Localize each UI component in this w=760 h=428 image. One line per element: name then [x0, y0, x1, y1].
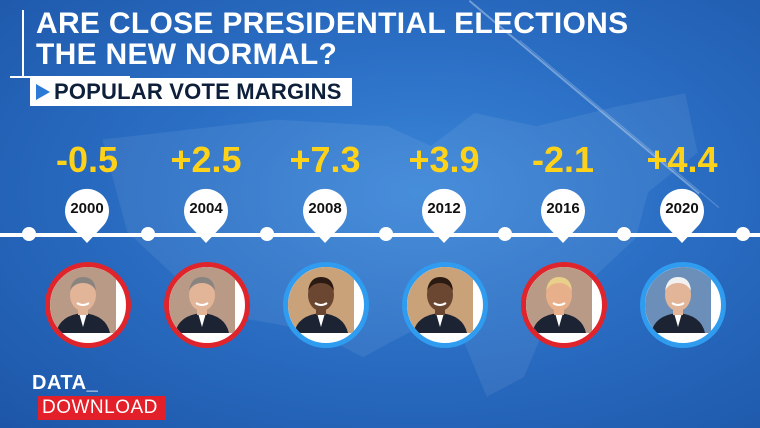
- vote-margin: +4.4: [646, 139, 718, 180]
- vote-margin: -2.1: [531, 139, 595, 180]
- page-title: ARE CLOSE PRESIDENTIAL ELECTIONS THE NEW…: [36, 8, 628, 70]
- person-silhouette-icon: [407, 267, 473, 333]
- election-year: 2000: [70, 200, 104, 217]
- timeline-dot: [736, 227, 750, 241]
- election-year: 2020: [665, 200, 699, 217]
- timeline-dot: [141, 227, 155, 241]
- election-year: 2012: [427, 200, 461, 217]
- title-line-1: ARE CLOSE PRESIDENTIAL ELECTIONS: [36, 7, 629, 40]
- donald-trump-portrait: [521, 262, 607, 348]
- person-silhouette-icon: [288, 267, 354, 333]
- barack-obama-portrait: [283, 262, 369, 348]
- timeline-dot: [617, 227, 631, 241]
- george-w-bush-portrait: [164, 262, 250, 348]
- title-corner-bracket: [10, 76, 130, 78]
- title-corner-bracket: [22, 10, 24, 76]
- vote-margin: +7.3: [289, 139, 361, 180]
- joe-biden-portrait: [640, 262, 726, 348]
- vote-margin: +3.9: [408, 139, 480, 180]
- play-arrow-icon: [36, 84, 50, 100]
- person-silhouette-icon: [526, 267, 592, 333]
- vote-margin: -0.5: [55, 139, 119, 180]
- person-silhouette-icon: [50, 267, 116, 333]
- barack-obama-portrait: [402, 262, 488, 348]
- title-line-2: THE NEW NORMAL?: [36, 38, 338, 71]
- map-pin-icon: [65, 188, 109, 243]
- person-silhouette-icon: [169, 267, 235, 333]
- timeline-dot: [379, 227, 393, 241]
- election-year: 2008: [308, 200, 342, 217]
- election-year: 2004: [189, 200, 223, 217]
- logo-data: DATA_: [32, 372, 99, 394]
- map-pin-icon: [184, 188, 228, 243]
- election-year: 2016: [546, 200, 580, 217]
- map-pin-icon: [422, 188, 466, 243]
- vote-margin: +2.5: [170, 139, 242, 180]
- timeline-dot: [260, 227, 274, 241]
- map-pin-icon: [541, 188, 585, 243]
- person-silhouette-icon: [645, 267, 711, 333]
- subtitle-banner: POPULAR VOTE MARGINS: [30, 78, 352, 106]
- map-pin-icon: [660, 188, 704, 243]
- george-w-bush-portrait: [45, 262, 131, 348]
- map-pin-icon: [303, 188, 347, 243]
- logo-download: DOWNLOAD: [38, 396, 166, 420]
- subtitle: POPULAR VOTE MARGINS: [54, 79, 342, 104]
- timeline-dot: [22, 227, 36, 241]
- us-map-background: [102, 93, 698, 397]
- timeline-dot: [498, 227, 512, 241]
